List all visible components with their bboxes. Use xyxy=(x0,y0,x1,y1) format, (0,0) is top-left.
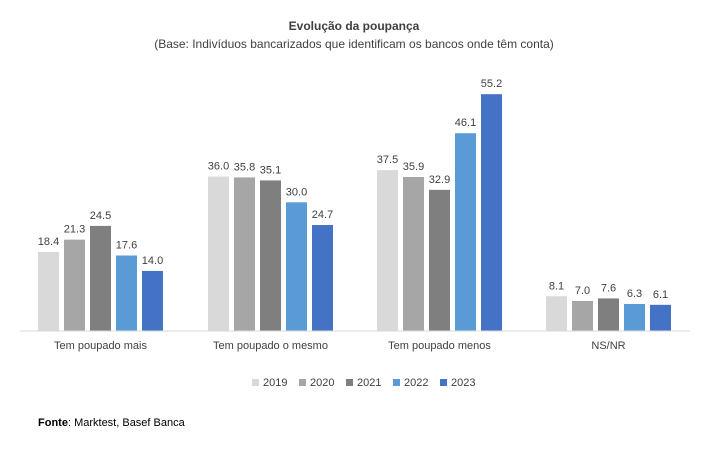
legend-label-2020: 2020 xyxy=(310,377,334,389)
source-note: Fonte: Marktest, Basef Banca xyxy=(38,417,185,429)
bar-2019-3 xyxy=(377,170,398,331)
value-label-2019-3: 37.5 xyxy=(377,154,398,166)
value-label-2023-1: 14.0 xyxy=(142,255,163,267)
legend-label-2021: 2021 xyxy=(357,377,381,389)
value-label-2021-3: 32.9 xyxy=(429,174,450,186)
value-labels-group: 18.4 21.3 24.5 17.6 14.0 36.0 35.8 35.1 30.0 24.7… xyxy=(38,78,668,301)
value-label-2023-3: 55.2 xyxy=(481,78,502,90)
value-label-2022-3: 46.1 xyxy=(455,117,476,129)
bar-2021-2 xyxy=(260,180,281,331)
value-label-2021-4: 7.6 xyxy=(601,282,616,294)
value-label-2022-4: 6.3 xyxy=(627,288,642,300)
bars-group xyxy=(38,94,671,331)
source-text: : Marktest, Basef Banca xyxy=(67,417,185,429)
bar-2022-3 xyxy=(455,133,476,331)
category-labels-group: Tem poupado mais Tem poupado o mesmo Tem p… xyxy=(54,340,626,352)
bar-2023-3 xyxy=(481,94,502,331)
category-label-3: Tem poupado menos xyxy=(388,340,491,352)
bar-2020-4 xyxy=(572,300,593,331)
bar-2023-2 xyxy=(312,225,333,331)
bar-2021-4 xyxy=(598,298,619,331)
legend-swatch-2019 xyxy=(252,379,259,386)
legend-swatch-2021 xyxy=(346,379,353,386)
legend-label-2022: 2022 xyxy=(404,377,428,389)
category-label-2: Tem poupado o mesmo xyxy=(213,340,328,352)
bar-2021-1 xyxy=(90,225,111,331)
value-label-2019-2: 36.0 xyxy=(208,161,229,173)
legend: 2019 2020 2021 2022 2023 xyxy=(252,377,475,389)
value-label-2021-2: 35.1 xyxy=(260,164,281,176)
bar-2019-4 xyxy=(546,296,567,331)
value-label-2020-2: 35.8 xyxy=(234,161,255,173)
value-label-2019-1: 18.4 xyxy=(38,236,59,248)
bar-2022-2 xyxy=(286,202,307,331)
source-label: Fonte xyxy=(38,417,68,429)
legend-label-2023: 2023 xyxy=(451,377,475,389)
value-label-2021-1: 24.5 xyxy=(90,210,111,222)
legend-label-2019: 2019 xyxy=(263,377,287,389)
bar-2022-1 xyxy=(116,255,137,331)
value-label-2023-4: 6.1 xyxy=(653,289,668,301)
legend-swatch-2020 xyxy=(299,379,306,386)
chart-title: Evolução da poupança xyxy=(289,19,420,33)
bar-2019-1 xyxy=(38,252,59,331)
legend-swatch-2022 xyxy=(393,379,400,386)
bar-2022-4 xyxy=(624,303,645,331)
value-label-2022-2: 30.0 xyxy=(286,186,307,198)
bar-2020-2 xyxy=(234,177,255,331)
legend-swatch-2023 xyxy=(440,379,447,386)
bar-2020-1 xyxy=(64,239,85,331)
chart-subtitle: (Base: Indivíduos bancarizados que ident… xyxy=(154,37,554,51)
bar-2023-1 xyxy=(142,270,163,331)
category-label-4: NS/NR xyxy=(591,340,625,352)
value-label-2019-4: 8.1 xyxy=(549,280,564,292)
bar-2020-3 xyxy=(403,176,424,331)
bar-2023-4 xyxy=(650,304,671,331)
bar-2021-3 xyxy=(429,189,450,331)
bar-2019-2 xyxy=(208,176,229,331)
category-label-1: Tem poupado mais xyxy=(54,340,147,352)
value-label-2022-1: 17.6 xyxy=(116,239,137,251)
value-label-2020-3: 35.9 xyxy=(403,161,424,173)
value-label-2020-4: 7.0 xyxy=(575,285,590,297)
value-label-2023-2: 24.7 xyxy=(312,209,333,221)
value-label-2020-1: 21.3 xyxy=(64,224,85,236)
